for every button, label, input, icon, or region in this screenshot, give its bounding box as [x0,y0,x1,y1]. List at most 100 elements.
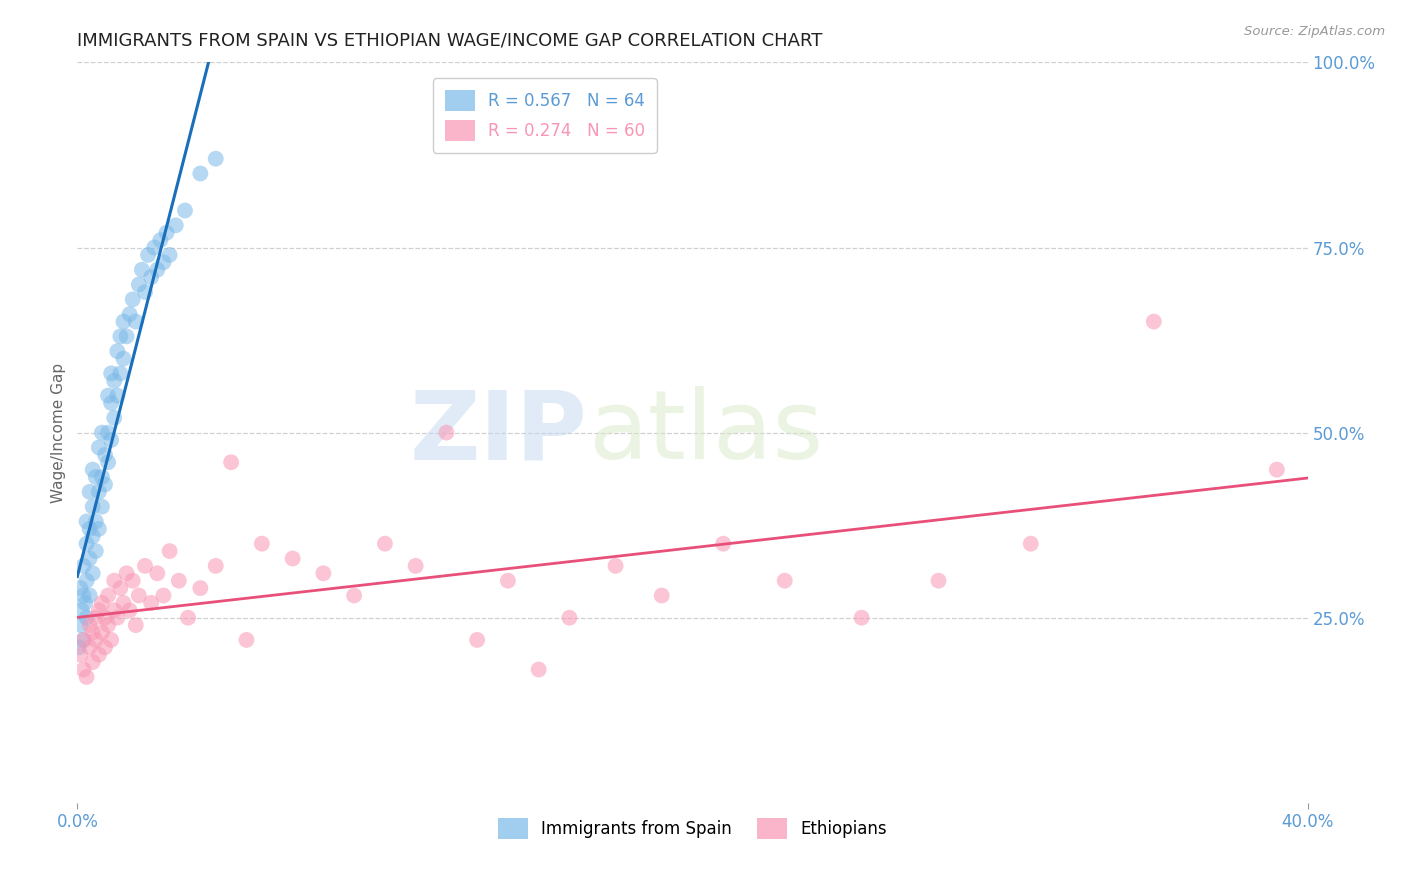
Point [97,455,120,469]
Point [496,574,519,588]
Point [82,529,104,543]
Point [110,367,132,381]
Point [128,277,150,292]
Point [121,293,143,307]
Point [79,589,101,603]
Point [87,484,110,499]
Point [143,240,166,255]
Point [121,574,143,588]
Point [84,632,107,647]
Point [605,558,627,573]
Point [82,566,104,581]
Point [82,462,104,476]
Point [76,574,98,588]
Point [374,536,396,550]
Point [146,262,169,277]
Point [72,632,94,647]
Point [100,632,122,647]
Point [204,558,226,573]
Point [204,152,226,166]
Y-axis label: Wage/Income Gap: Wage/Income Gap [51,362,66,503]
Point [87,522,110,536]
Point [1265,462,1288,476]
Point [76,610,98,624]
Point [90,625,114,640]
Point [97,618,120,632]
Point [141,596,163,610]
Point [72,632,94,647]
Point [312,566,335,581]
Point [155,226,177,240]
Point [82,500,104,514]
Point [100,367,122,381]
Point [125,314,148,328]
Point [105,388,128,402]
Point [188,581,212,595]
Point [72,589,94,603]
Point [105,610,128,624]
Point [76,515,98,529]
Point [94,640,117,655]
Point [103,374,125,388]
Point [851,610,873,624]
Point [100,396,122,410]
Text: ZIP: ZIP [411,386,588,479]
Point [405,558,427,573]
Point [281,551,304,566]
Point [97,589,120,603]
Point [112,596,135,610]
Point [90,470,114,484]
Point [97,388,120,402]
Point [165,219,187,233]
Point [84,515,107,529]
Point [118,603,141,617]
Point [167,574,190,588]
Point [651,589,673,603]
Point [159,544,181,558]
Point [1019,536,1042,550]
Point [110,581,132,595]
Point [100,433,122,447]
Point [527,663,550,677]
Point [84,470,107,484]
Point [1143,314,1166,328]
Point [79,522,101,536]
Point [128,589,150,603]
Point [558,610,581,624]
Text: atlas: atlas [588,386,823,479]
Point [94,477,117,491]
Point [250,536,273,550]
Point [174,203,197,218]
Point [72,558,94,573]
Point [136,248,159,262]
Point [90,596,114,610]
Point [141,270,163,285]
Point [82,625,104,640]
Point [70,603,93,617]
Point [115,566,138,581]
Point [149,233,172,247]
Point [79,551,101,566]
Point [79,618,101,632]
Point [67,640,90,655]
Point [84,544,107,558]
Point [928,574,950,588]
Point [465,632,488,647]
Point [94,448,117,462]
Point [112,351,135,366]
Point [69,581,91,595]
Point [79,640,101,655]
Point [115,329,138,343]
Point [94,610,117,624]
Point [76,536,98,550]
Point [103,410,125,425]
Point [235,632,257,647]
Point [131,262,153,277]
Point [103,574,125,588]
Point [73,596,96,610]
Point [87,648,110,662]
Point [146,566,169,581]
Point [87,603,110,617]
Point [72,663,94,677]
Point [76,670,98,684]
